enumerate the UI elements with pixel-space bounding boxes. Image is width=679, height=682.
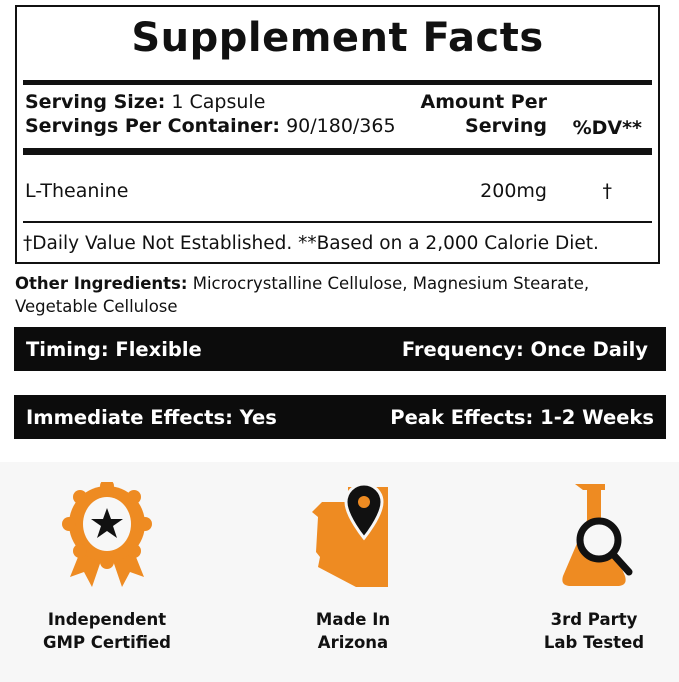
ingredient-amount: 200mg xyxy=(480,180,547,202)
immediate-effects-text: Immediate Effects: Yes xyxy=(26,406,277,429)
badge-line1: Made In xyxy=(315,610,391,629)
frequency-text: Frequency: Once Daily xyxy=(401,338,648,361)
peak-effects-text: Peak Effects: 1-2 Weeks xyxy=(390,406,654,429)
effects-bar: Immediate Effects: Yes Peak Effects: 1-2… xyxy=(14,395,666,439)
badge-lab-tested: 3rd Party Lab Tested xyxy=(514,482,674,654)
other-ingredients-line2: Vegetable Cellulose xyxy=(15,297,178,316)
servings-label: Servings Per Container: xyxy=(25,115,281,137)
award-ribbon-star-icon xyxy=(62,482,152,587)
amount-header: Amount Per xyxy=(420,91,548,113)
divider xyxy=(23,221,652,223)
timing-bar: Timing: Flexible Frequency: Once Daily xyxy=(14,327,666,371)
badge-label: Independent GMP Certified xyxy=(27,608,187,654)
badge-line2: Lab Tested xyxy=(543,633,645,652)
flask-magnifier-icon xyxy=(562,484,633,586)
timing-text: Timing: Flexible xyxy=(26,338,202,361)
other-ingredients-line1: Microcrystalline Cellulose, Magnesium St… xyxy=(192,274,590,293)
serving-size-label: Serving Size: xyxy=(25,91,166,113)
badge-label: Made In Arizona xyxy=(273,608,433,654)
arizona-map-pin-icon xyxy=(312,482,388,587)
supplement-facts-panel: Supplement Facts Serving Size: 1 Capsule… xyxy=(15,5,660,264)
other-ingredients-label: Other Ingredients: xyxy=(15,274,188,293)
panel-title: Supplement Facts xyxy=(131,15,544,61)
badge-line1: Independent xyxy=(47,610,167,629)
footnote: †Daily Value Not Established. **Based on… xyxy=(23,233,599,254)
servings-per-container: Servings Per Container: 90/180/365 xyxy=(25,115,396,137)
badge-line2: Arizona xyxy=(317,633,389,652)
ingredient-dv: † xyxy=(602,180,613,202)
badge-label: 3rd Party Lab Tested xyxy=(514,608,674,654)
divider xyxy=(23,148,652,155)
badges-section: Independent GMP Certified Made In Arizona … xyxy=(0,462,679,682)
badge-gmp: Independent GMP Certified xyxy=(27,482,187,654)
servings-value: 90/180/365 xyxy=(286,115,396,137)
badge-arizona: Made In Arizona xyxy=(273,482,433,654)
badge-line1: 3rd Party xyxy=(550,610,638,629)
dv-header: %DV** xyxy=(572,117,642,139)
divider xyxy=(23,80,652,85)
ingredient-name: L-Theanine xyxy=(25,180,129,202)
amount-header-serving: Serving xyxy=(465,115,547,137)
serving-size: Serving Size: 1 Capsule xyxy=(25,91,265,113)
badge-line2: GMP Certified xyxy=(42,633,171,652)
serving-size-value: 1 Capsule xyxy=(171,91,266,113)
other-ingredients: Other Ingredients: Microcrystalline Cell… xyxy=(15,272,665,318)
